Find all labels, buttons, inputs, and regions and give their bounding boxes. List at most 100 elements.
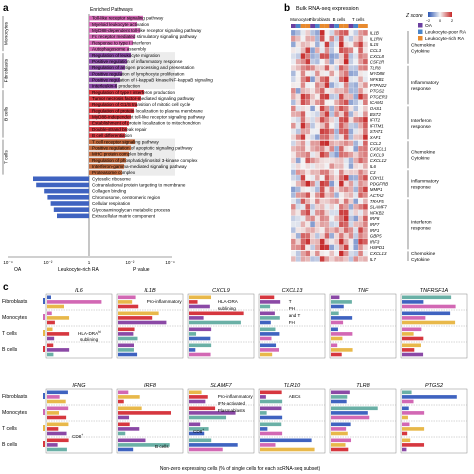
heatmap-cell xyxy=(290,58,296,65)
heatmap-cell xyxy=(329,232,335,239)
heatmap-cell xyxy=(329,87,335,94)
heatmap-cell xyxy=(305,64,311,71)
heatmap-cell xyxy=(329,82,335,89)
heatmap-cell xyxy=(362,122,368,129)
column-group-label: T cells xyxy=(352,17,364,22)
heatmap-cell xyxy=(305,76,311,83)
heatmap-cell xyxy=(358,53,364,60)
heatmap-cell xyxy=(314,174,320,181)
heatmap-cell xyxy=(319,192,325,199)
heatmap-cell xyxy=(348,99,354,106)
heatmap-cell xyxy=(324,76,330,83)
heatmap-cell xyxy=(358,169,364,176)
heatmap-cell xyxy=(343,250,349,257)
heatmap-cell xyxy=(295,198,301,205)
gene-label: STAT1 xyxy=(370,129,384,134)
pathway-label: T cell receptor signaling pathway xyxy=(92,139,160,144)
heatmap-cell xyxy=(310,250,316,257)
enrichment-bar xyxy=(89,164,124,169)
heatmap-cell xyxy=(314,47,320,54)
heatmap-cell xyxy=(295,53,301,60)
heatmap-cell xyxy=(348,53,354,60)
row-color-marker xyxy=(43,441,45,447)
heatmap-cell xyxy=(329,47,335,54)
heatmap-cell xyxy=(300,244,306,251)
expression-bar xyxy=(260,295,275,300)
heatmap-cell xyxy=(353,53,359,60)
heatmap-cell xyxy=(358,58,364,65)
heatmap-cell xyxy=(324,215,330,222)
heatmap-cell xyxy=(310,198,316,205)
gene-label: GBP5 xyxy=(370,234,382,239)
gene-label: CXCL8 xyxy=(370,54,385,59)
expression-bar xyxy=(402,406,409,411)
heatmap-cell xyxy=(353,238,359,245)
expression-bar xyxy=(331,300,352,304)
annotation-text: PH xyxy=(289,306,295,311)
heatmap-cell xyxy=(290,93,296,100)
heatmap-cell xyxy=(314,82,320,89)
expression-bar xyxy=(118,422,130,427)
heatmap-cell xyxy=(310,128,316,135)
heatmap-cell xyxy=(338,256,344,263)
expression-bar xyxy=(189,311,244,316)
heatmap-cell xyxy=(338,174,344,181)
gene-label: IRF3 xyxy=(370,239,380,244)
heatmap-cell xyxy=(358,227,364,234)
heatmap-cell xyxy=(334,87,340,94)
heatmap-cell xyxy=(310,70,316,77)
heatmap-cell xyxy=(348,256,354,263)
heatmap-cell xyxy=(353,35,359,42)
heatmap-cell xyxy=(290,140,296,147)
heatmap-cell xyxy=(362,256,368,263)
expression-bar xyxy=(402,411,425,415)
heatmap-cell xyxy=(338,111,344,118)
heatmap-cell xyxy=(310,93,316,100)
heatmap-cell xyxy=(343,82,349,89)
heatmap-cell xyxy=(295,203,301,210)
heatmap-cell xyxy=(334,47,340,54)
sample-color-strip xyxy=(319,24,325,28)
group-band xyxy=(89,138,175,176)
heatmap-cell xyxy=(343,198,349,205)
heatmap-cell xyxy=(329,174,335,181)
heatmap-cell xyxy=(338,169,344,176)
category-label: response xyxy=(411,124,431,130)
heatmap-cell xyxy=(290,192,296,199)
heatmap-cell xyxy=(353,93,359,100)
category-label: Inflammatory xyxy=(411,80,439,86)
heatmap-cell xyxy=(334,215,340,222)
pathway-label: B cell differentiation xyxy=(92,133,132,138)
expression-bar xyxy=(331,320,344,325)
heatmap-cell xyxy=(290,134,296,141)
expression-bar xyxy=(47,431,67,436)
heatmap-cell xyxy=(329,169,335,176)
heatmap-cell xyxy=(324,53,330,60)
heatmap-cell xyxy=(329,93,335,100)
heatmap-cell xyxy=(324,203,330,210)
heatmap-cell xyxy=(300,151,306,158)
heatmap-cell xyxy=(362,215,368,222)
pathway-label: Positive regulation of I-kappaB kinase/N… xyxy=(92,77,213,82)
expression-bar xyxy=(47,332,70,336)
expression-bar xyxy=(260,336,272,341)
panel-a-tick-1: 10⁻⁴ xyxy=(3,260,12,265)
enrichment-bar xyxy=(57,213,89,219)
heatmap-cell xyxy=(348,244,354,251)
enrichment-bar xyxy=(89,133,125,138)
expression-bar xyxy=(118,348,134,352)
heatmap-cell xyxy=(358,116,364,123)
heatmap-cell xyxy=(324,116,330,123)
heatmap-cell xyxy=(324,221,330,228)
row-color-marker xyxy=(43,346,45,352)
expression-bar xyxy=(189,316,204,320)
expression-bar xyxy=(189,327,212,332)
heatmap-cell xyxy=(343,215,349,222)
heatmap-cell xyxy=(300,221,306,228)
enrichment-bar xyxy=(47,195,89,200)
panel-a-tick-4: 10⁻² xyxy=(126,260,135,265)
heatmap-cell xyxy=(319,198,325,205)
heatmap-cell xyxy=(343,35,349,42)
annotation-text: T xyxy=(289,299,292,304)
cell-type-row-label: B cells xyxy=(2,347,18,353)
